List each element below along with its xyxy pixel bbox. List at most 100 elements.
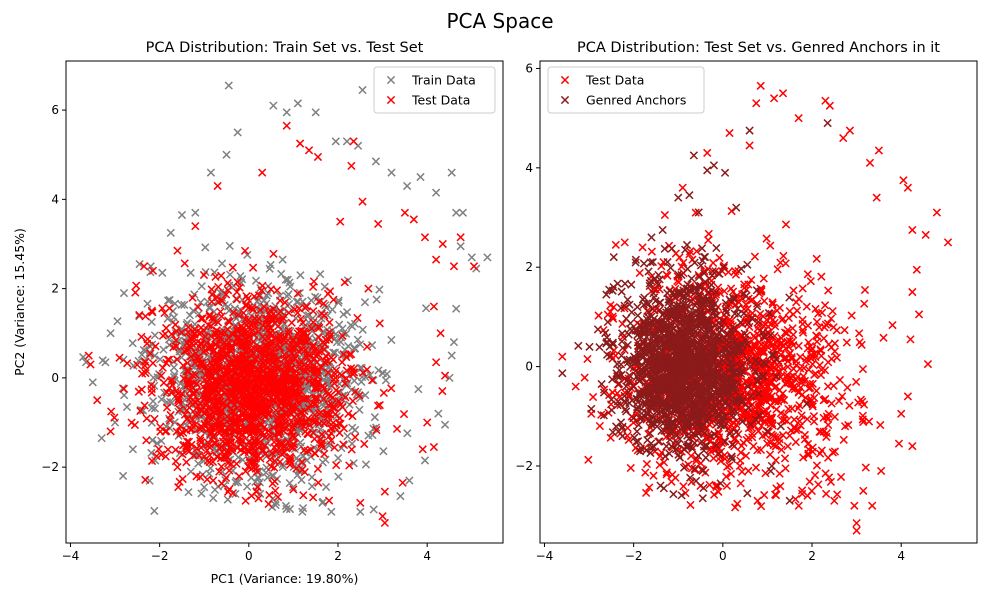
data-point: [250, 314, 260, 323]
data-point: [382, 369, 392, 379]
data-point: [273, 363, 282, 372]
data-point: [293, 308, 302, 317]
data-point: [230, 385, 239, 394]
data-point: [398, 478, 407, 487]
data-point: [903, 183, 913, 192]
data-point: [253, 385, 263, 394]
data-point: [289, 420, 298, 429]
data-point: [329, 348, 338, 357]
data-point: [107, 407, 116, 416]
data-point: [754, 320, 763, 329]
data-point: [245, 333, 254, 342]
data-point: [273, 492, 283, 502]
data-point: [308, 428, 318, 437]
data-point: [331, 137, 340, 146]
data-point: [794, 294, 804, 304]
data-point: [253, 483, 262, 492]
data-point: [434, 409, 443, 418]
data-point: [244, 462, 253, 471]
data-point: [811, 331, 821, 340]
data-point: [314, 297, 323, 306]
data-point: [801, 357, 811, 366]
data-point: [285, 457, 294, 466]
x-tick-label: 0: [245, 549, 253, 563]
data-point: [308, 282, 318, 292]
data-point: [295, 288, 304, 298]
data-point: [235, 283, 244, 292]
data-point: [131, 288, 140, 297]
data-point: [303, 430, 313, 439]
data-point: [140, 401, 149, 410]
data-point: [292, 371, 301, 380]
data-point: [308, 493, 318, 502]
data-point: [93, 396, 102, 405]
data-point: [808, 402, 817, 411]
data-point: [745, 141, 754, 150]
data-point: [147, 448, 156, 458]
data-point: [274, 321, 283, 331]
data-point: [338, 331, 347, 340]
data-point: [727, 206, 736, 216]
data-point: [420, 456, 430, 465]
data-point: [662, 270, 671, 279]
data-point: [270, 384, 279, 393]
data-point: [310, 292, 320, 302]
data-point: [799, 372, 808, 381]
data-point: [868, 501, 877, 510]
data-point: [369, 376, 378, 385]
data-point: [838, 392, 847, 401]
data-point: [360, 439, 369, 449]
data-point: [803, 414, 812, 424]
data-point: [326, 410, 335, 419]
data-point: [317, 309, 326, 318]
data-point: [759, 274, 768, 283]
data-point: [178, 441, 188, 450]
data-point: [267, 349, 276, 358]
data-point: [201, 390, 211, 400]
data-point: [403, 429, 412, 438]
data-point: [833, 490, 842, 499]
data-point: [157, 450, 166, 459]
data-point: [792, 306, 802, 315]
data-point: [803, 491, 812, 500]
data-point: [744, 280, 753, 289]
data-point: [293, 289, 302, 298]
data-point: [558, 352, 567, 361]
data-point: [123, 359, 132, 368]
data-point: [736, 448, 745, 457]
data-point: [767, 309, 776, 319]
data-point: [317, 430, 327, 439]
data-point: [196, 433, 205, 443]
data-point: [282, 108, 291, 117]
data-point: [387, 335, 396, 345]
data-point: [127, 418, 136, 427]
data-point: [321, 335, 330, 344]
data-point: [429, 442, 439, 452]
data-point: [387, 384, 396, 393]
data-point: [223, 453, 233, 462]
data-point: [319, 375, 328, 384]
data-point: [214, 282, 223, 292]
data-point: [288, 439, 298, 449]
data-point: [835, 375, 845, 385]
data-point: [852, 518, 861, 528]
data-point: [233, 376, 242, 385]
data-point: [709, 258, 718, 268]
data-point: [345, 461, 354, 470]
data-point: [182, 346, 191, 355]
data-point: [243, 391, 252, 401]
data-point: [749, 442, 758, 451]
data-point: [210, 485, 220, 495]
data-point: [571, 382, 580, 391]
data-point: [168, 380, 177, 390]
data-point: [797, 390, 806, 400]
data-point: [812, 461, 822, 470]
data-point: [783, 362, 792, 371]
data-point: [330, 348, 340, 357]
data-point: [374, 219, 383, 229]
data-point: [741, 335, 750, 344]
data-point: [328, 403, 337, 412]
data-point: [162, 323, 171, 333]
data-point: [815, 323, 824, 332]
data-point: [122, 402, 132, 412]
